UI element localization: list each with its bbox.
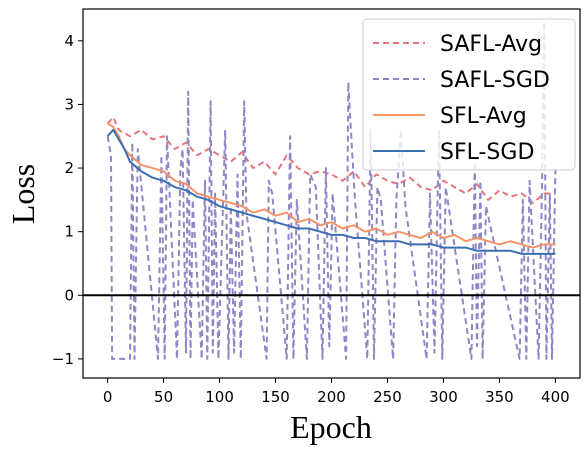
x-tick-label: 300	[429, 388, 458, 406]
y-tick-label: −1	[52, 350, 74, 368]
series-line-sfl-avg	[107, 122, 556, 249]
y-tick-label: 1	[64, 223, 74, 241]
legend-label-sfl-sgd: SFL-SGD	[440, 140, 534, 165]
x-tick-label: 50	[154, 388, 173, 406]
x-tick-label: 0	[103, 388, 113, 406]
x-tick-label: 350	[485, 388, 514, 406]
legend-label-safl-sgd: SAFL-SGD	[440, 68, 550, 93]
y-tick-label: 2	[64, 159, 74, 177]
x-axis-ticks: 0 50 100 150 200 250 300 350 400	[103, 378, 570, 406]
y-tick-label: 3	[64, 95, 74, 113]
y-tick-label: 4	[64, 32, 74, 50]
legend-box	[362, 18, 576, 171]
legend: SAFL-Avg SAFL-SGD SFL-Avg SFL-SGD	[362, 18, 576, 171]
x-tick-label: 400	[541, 388, 570, 406]
y-axis-label: Loss	[5, 164, 41, 224]
series-line-safl-sgd	[106, 20, 557, 360]
y-tick-label: 0	[64, 286, 74, 304]
x-axis-label: Epoch	[290, 409, 372, 445]
x-tick-label: 150	[261, 388, 290, 406]
legend-label-sfl-avg: SFL-Avg	[440, 104, 527, 129]
legend-label-safl-avg: SAFL-Avg	[440, 32, 542, 57]
y-axis-ticks: −1 0 1 2 3 4	[52, 32, 83, 368]
x-tick-label: 250	[373, 388, 402, 406]
x-tick-label: 100	[205, 388, 234, 406]
x-tick-label: 200	[317, 388, 346, 406]
series-layer	[106, 20, 557, 360]
series-line-sfl-sgd	[106, 128, 556, 255]
